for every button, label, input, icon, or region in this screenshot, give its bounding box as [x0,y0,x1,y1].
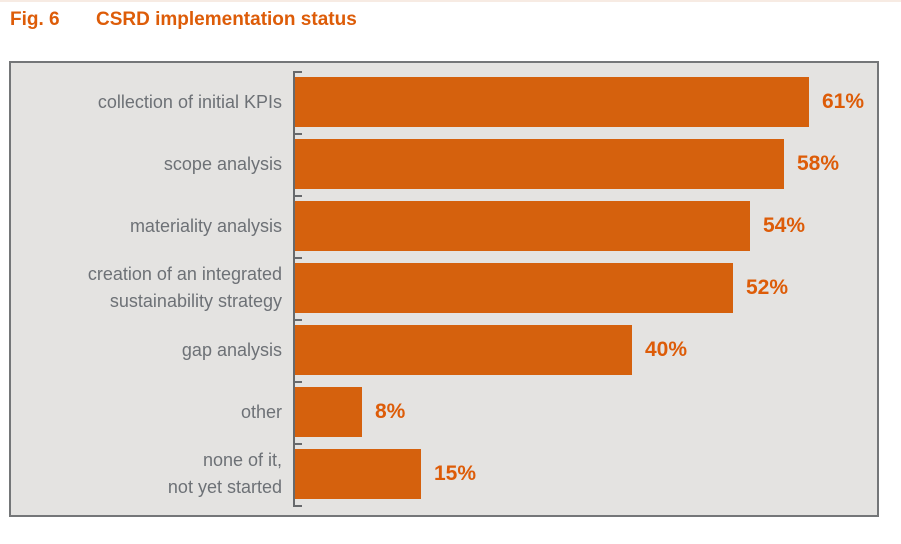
bar [295,77,809,127]
chart-row: gap analysis 40% [11,319,877,381]
bar [295,387,362,437]
value-label: 52% [746,276,789,299]
category-label: creation of an integrated sustainability… [87,264,282,311]
top-divider-rule [0,0,901,2]
value-label: 8% [375,400,406,423]
category-label: other [240,401,282,422]
category-label: gap analysis [181,339,282,360]
value-label: 15% [434,462,477,485]
chart-row: none of it, not yet started 15% [11,443,877,505]
y-axis-line [293,71,295,507]
chart-row: creation of an integrated sustainability… [11,257,877,319]
bar [295,263,733,313]
axis-tick [293,381,302,383]
chart-panel: collection of initial KPIs 61% scope ana… [9,61,879,517]
bar [295,325,632,375]
category-label: scope analysis [163,153,282,174]
bar [295,449,421,499]
axis-tick [293,195,302,197]
value-label: 40% [645,338,688,361]
axis-tick [293,257,302,259]
bar [295,139,784,189]
chart-row: materiality analysis 54% [11,195,877,257]
chart-row: collection of initial KPIs 61% [11,71,877,133]
figure-number-label: Fig. 6 [10,9,60,30]
value-label: 58% [797,152,840,175]
bar [295,201,750,251]
category-label: none of it, not yet started [167,450,282,497]
chart-rows: collection of initial KPIs 61% scope ana… [11,71,877,505]
axis-tick [293,71,302,73]
chart-row: scope analysis 58% [11,133,877,195]
chart-row: other 8% [11,381,877,443]
chart-title: CSRD implementation status [96,9,357,30]
chart-header: Fig. 6 CSRD implementation status [10,9,357,31]
axis-tick [293,443,302,445]
axis-tick [293,319,302,321]
axis-tick [293,505,302,507]
category-label: materiality analysis [129,215,282,236]
value-label: 54% [763,214,806,237]
axis-tick [293,133,302,135]
value-label: 61% [822,90,865,113]
category-label: collection of initial KPIs [97,91,282,112]
